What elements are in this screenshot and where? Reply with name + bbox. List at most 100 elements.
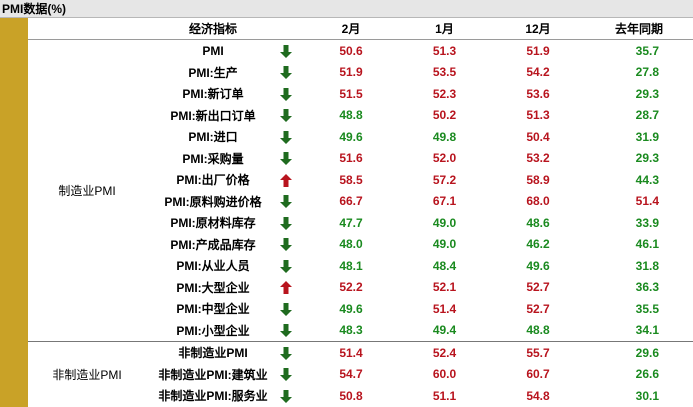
table-row: PMI:出厂价格 58.5 57.2 58.9 44.3 [28,169,693,191]
value-last-year: 46.1 [635,237,659,252]
value-feb: 50.8 [339,388,363,403]
value-feb: 54.7 [339,367,363,382]
arrow-up-icon [280,277,304,299]
indicator-name: PMI:进口 [188,130,238,145]
value-jan: 50.2 [432,108,457,123]
value-feb: 48.0 [339,237,363,252]
value-dec: 55.7 [491,341,585,364]
arrow-down-icon [280,255,304,277]
table-row: PMI:新订单 51.5 52.3 53.6 29.3 [28,83,693,105]
value-feb: 51.5 [339,86,363,101]
value-feb: 49.6 [339,129,363,144]
value-feb: 51.4 [304,341,398,364]
arrow-up-icon [280,169,304,191]
value-jan: 60.0 [432,367,457,382]
header-jan: 1月 [398,18,491,40]
value-dec: 54.8 [526,388,550,403]
indicator-name: 非制造业PMI:建筑业 [158,367,268,382]
value-feb: 66.7 [339,194,363,209]
value-jan: 49.4 [432,323,457,338]
value-dec: 68.0 [526,194,550,209]
value-dec: 54.2 [526,65,550,80]
pmi-table: 经济指标 2月 1月 12月 去年同期 制造业PMI PMI 50.6 51.3 51.… [28,18,693,407]
indicator-name: PMI:大型企业 [176,280,250,295]
value-dec: 58.9 [526,172,550,187]
indicator-name: PMI:新订单 [182,87,244,102]
table-row: 非制造业PMI 非制造业PMI 51.4 52.4 55.7 29.6 [28,341,693,407]
indicator-name: PMI:小型企业 [176,323,250,338]
indicator-name: PMI:原料购进价格 [164,194,262,209]
value-dec: 49.6 [526,258,550,273]
value-last-year: 27.8 [635,65,659,80]
value-dec: 60.7 [526,367,550,382]
value-feb: 51.6 [339,151,363,166]
table-row: PMI:中型企业 49.6 51.4 52.7 35.5 [28,298,693,320]
arrow-down-icon [280,364,304,386]
arrow-down-icon [280,234,304,256]
value-dec: 53.2 [526,151,550,166]
value-last-year: 36.3 [635,280,659,295]
value-last-year: 28.7 [635,108,659,123]
value-feb: 50.6 [339,43,363,58]
header-arrow [280,18,304,40]
arrow-down-icon [280,105,304,127]
value-dec: 51.3 [526,108,550,123]
value-dec: 51.9 [526,43,550,58]
arrow-down-icon [280,298,304,320]
indicator-name: PMI:从业人员 [176,259,250,274]
value-last-year: 34.1 [635,323,659,338]
value-jan: 49.8 [432,129,457,144]
arrow-down-icon [280,40,304,62]
value-dec: 46.2 [526,237,550,252]
table-row: PMI:生产 51.9 53.5 54.2 27.8 [28,62,693,84]
arrow-down-icon [280,191,304,213]
indicator-name: PMI:新出口订单 [170,108,256,123]
value-feb: 47.7 [339,215,363,230]
value-dec: 50.4 [526,129,550,144]
value-last-year: 29.6 [585,341,693,364]
value-jan: 57.2 [432,172,457,187]
value-feb: 48.3 [339,323,363,338]
value-last-year: 26.6 [635,367,659,382]
arrow-down-icon [280,212,304,234]
header-indicator: 经济指标 [146,18,280,40]
value-jan: 51.1 [432,388,457,403]
table-row: PMI:小型企业 48.3 49.4 48.8 34.1 [28,320,693,342]
table-row: PMI:进口 49.6 49.8 50.4 31.9 [28,126,693,148]
table-row: PMI:产成品库存 48.0 49.0 46.2 46.1 [28,234,693,256]
value-jan: 48.4 [432,258,457,273]
table-row: PMI:原材料库存 47.7 49.0 48.6 33.9 [28,212,693,234]
accent-strip [0,18,28,407]
value-jan: 49.0 [432,215,457,230]
value-last-year: 29.3 [635,151,659,166]
value-dec: 48.6 [526,215,550,230]
indicator-name: 非制造业PMI [146,341,280,364]
table-title: PMI数据(%) [0,0,693,18]
group-label: 制造业PMI [58,184,116,198]
header-group [28,18,146,40]
value-jan: 52.3 [432,86,457,101]
arrow-down-icon [280,148,304,170]
arrow-down-icon [280,385,304,407]
indicator-name: PMI [202,43,224,58]
indicator-name: PMI:采购量 [182,151,244,166]
value-feb: 51.9 [339,65,363,80]
arrow-down-icon [280,341,304,364]
value-last-year: 33.9 [635,215,659,230]
value-jan: 52.1 [432,280,457,295]
header-row: 经济指标 2月 1月 12月 去年同期 [28,18,693,40]
value-last-year: 35.5 [635,301,659,316]
value-last-year: 51.4 [635,194,659,209]
value-last-year: 30.1 [635,388,659,403]
group-label: 非制造业PMI [28,341,146,407]
table-row: PMI:大型企业 52.2 52.1 52.7 36.3 [28,277,693,299]
value-last-year: 31.9 [635,129,659,144]
table-row: PMI:从业人员 48.1 48.4 49.6 31.8 [28,255,693,277]
value-jan: 49.0 [432,237,457,252]
indicator-name: PMI:出厂价格 [176,173,250,188]
table-row: PMI:采购量 51.6 52.0 53.2 29.3 [28,148,693,170]
indicator-name: PMI:生产 [188,65,238,80]
value-jan: 52.4 [398,341,491,364]
value-dec: 48.8 [526,323,550,338]
value-feb: 58.5 [339,172,363,187]
